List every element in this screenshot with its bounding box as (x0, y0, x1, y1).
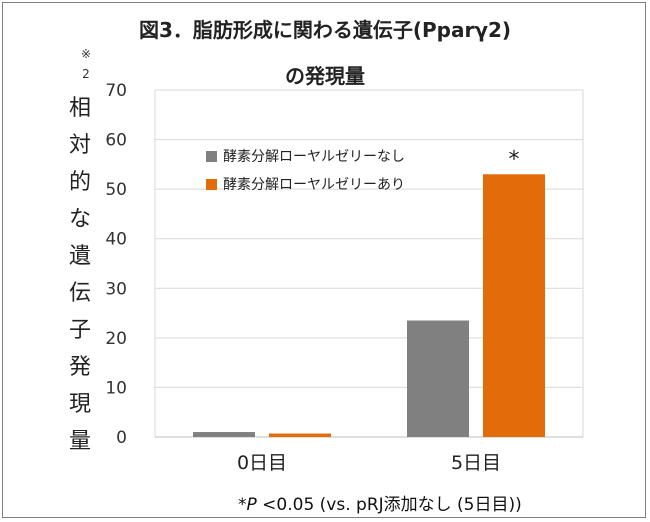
legend-item: 酵素分解ローヤルゼリーなし (206, 142, 405, 170)
y-tick-label: 0 (116, 428, 127, 448)
bar (193, 432, 255, 437)
ylabel-note: ※ 2 (78, 44, 94, 84)
x-tick-label: 5日目 (451, 452, 501, 474)
footnote-text: <0.05 (vs. pRJ添加なし (5日目)) (256, 495, 522, 515)
y-tick-label: 30 (105, 279, 127, 299)
ylabel-note-number: 2 (82, 67, 90, 81)
y-axis-label-char: 遺 (68, 244, 91, 269)
footnote: *P <0.05 (vs. pRJ添加なし (5日目)) (238, 490, 522, 515)
x-tick-label: 0日目 (237, 452, 287, 474)
y-axis-label-char: 相 (68, 96, 91, 121)
y-axis-label-char: 現 (68, 392, 91, 417)
bar (407, 320, 469, 437)
footnote-star: * (238, 495, 247, 515)
bar (269, 433, 331, 437)
y-tick-label: 70 (105, 81, 127, 101)
ylabel-note-mark: ※ (80, 47, 92, 61)
legend-label: 酵素分解ローヤルゼリーあり (223, 177, 405, 193)
legend-swatch (206, 178, 217, 190)
y-tick-label: 50 (105, 180, 127, 200)
y-axis-label-char: 子 (68, 318, 91, 343)
y-axis-label-char: 量 (68, 429, 91, 454)
chart-frame (2, 2, 646, 518)
y-tick-label: 10 (105, 378, 127, 398)
y-axis-label-char: 的 (68, 170, 91, 195)
footnote-p: P (246, 495, 257, 515)
significance-marker: * (509, 147, 520, 172)
legend-item: 酵素分解ローヤルゼリーあり (206, 170, 405, 198)
y-axis-label-char: 伝 (68, 281, 91, 306)
y-tick-label: 20 (105, 329, 127, 349)
chart-title-line2: の発現量 (285, 64, 365, 88)
chart-title-line1: 図3．脂肪形成に関わる遺伝子(Pparγ2) (138, 18, 512, 42)
legend-swatch (206, 150, 217, 162)
y-axis-label: 相対的な遺伝子発現量 (66, 90, 94, 460)
legend: 酵素分解ローヤルゼリーなし 酵素分解ローヤルゼリーあり (206, 142, 405, 198)
bar (483, 174, 545, 437)
y-axis-label-char: 発 (68, 355, 91, 380)
y-tick-label: 60 (105, 131, 127, 151)
y-tick-label: 40 (105, 230, 127, 250)
y-axis-label-char: 対 (68, 133, 91, 158)
y-axis-label-char: な (68, 207, 91, 232)
legend-label: 酵素分解ローヤルゼリーなし (223, 149, 405, 165)
